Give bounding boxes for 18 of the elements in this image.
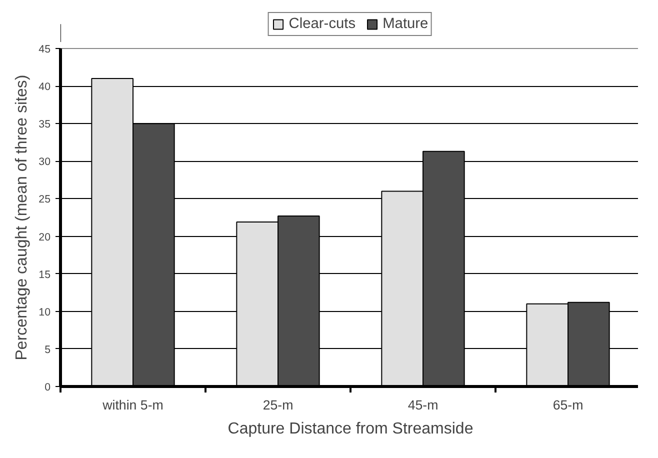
y-tick-label: 40 [38, 81, 51, 94]
legend-label: Clear-cuts [288, 16, 356, 32]
x-tick-label: within 5-m [102, 398, 164, 412]
y-axis-title: Percentage caught (mean of three sites) [14, 74, 31, 360]
y-tick-label: 20 [38, 231, 51, 244]
y-tick-label: 15 [38, 268, 51, 281]
x-axis-title: Capture Distance from Streamside [228, 420, 474, 438]
y-tick-label: 25 [38, 194, 51, 206]
y-tick-label: 45 [38, 44, 51, 56]
x-tick-label: 45-m [408, 398, 438, 412]
y-tick-label: 30 [38, 156, 51, 168]
legend-label: Mature [382, 16, 428, 32]
x-tick-label: 25-m [262, 398, 294, 412]
y-tick-label: 0 [44, 382, 51, 394]
y-tick-label: 10 [38, 306, 51, 318]
y-tick-label: 35 [38, 118, 51, 131]
x-tick-label: 65-m [552, 398, 584, 412]
y-tick-label: 5 [44, 344, 51, 356]
